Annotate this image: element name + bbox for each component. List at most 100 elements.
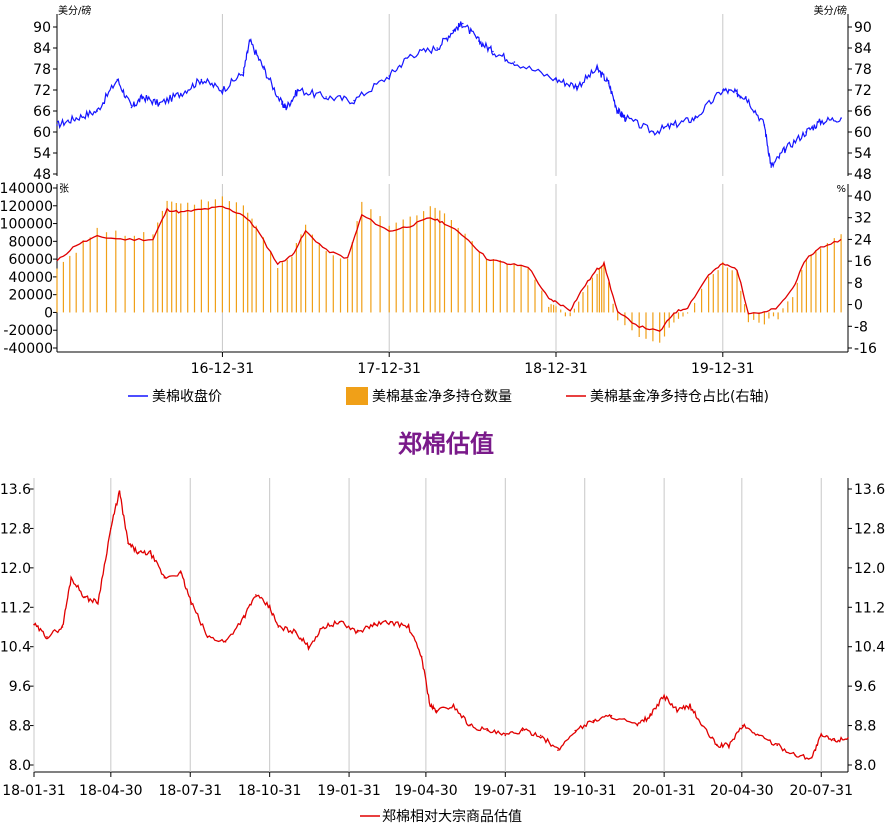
fund-net-long-bar [180,203,182,313]
fund-net-long-bar [235,202,237,313]
valuation-point [407,626,410,628]
fund-net-long-bar [617,312,619,321]
valuation-point [33,623,35,626]
fund-left-tick-label: 140000 [0,181,53,197]
cotton-close-point [200,78,203,81]
fund-net-long-bar [569,312,571,317]
cotton-close-point [736,92,738,95]
valuation-x-tick-label: 18-10-31 [238,783,302,799]
valuation-point [701,724,703,727]
valuation-point [97,601,99,604]
valuation-point [190,601,192,604]
fund-net-long-chart: 张 %-40000-2000002000040000600008000010000… [0,181,877,405]
valuation-point [179,571,182,574]
legend-label-valuation: 郑棉相对大宗商品估值 [382,808,522,825]
fund-left-unit: 张 [59,183,69,195]
fund-x-tick-label: 19-12-31 [691,361,755,377]
fund-net-long-bar [115,230,117,313]
fund-net-long-bar [668,312,670,328]
fund-net-long-bar [187,202,189,313]
fund-net-long-bar [434,207,436,313]
fund-net-long-bar [659,312,661,343]
fund-net-long-bar [564,312,566,317]
cotton-close-point [96,110,99,112]
price-right-tick-label: 72 [854,83,872,99]
cotton-close-point [461,22,464,25]
legend-label-cotton-close: 美棉收盘价 [152,388,222,405]
fund-net-long-bar [402,219,404,313]
valuation-left-tick-label: 8.0 [9,758,31,774]
fund-net-long-bar [439,210,441,313]
valuation-point [847,737,849,739]
cotton-close-point [285,106,288,109]
valuation-left-tick-label: 12.0 [0,561,31,577]
fund-net-long-bar [485,259,488,313]
fund-left-tick-label: -40000 [3,341,53,357]
valuation-point [137,552,140,554]
valuation-point [294,631,297,633]
fund-net-long-bar [792,297,794,313]
fund-net-long-bar [694,302,696,313]
cotton-close-point [763,124,766,126]
valuation-point [810,756,813,759]
cotton-close-point [840,117,842,119]
valuation-point [307,645,310,648]
price-right-tick-label: 84 [854,41,872,57]
fund-net-long-bar [409,216,411,313]
valuation-point [420,655,423,658]
cotton-close-point [616,110,619,112]
valuation-point [242,616,245,618]
legend-label-fund-ratio: 美棉基金净多持仓占比(右轴) [590,388,769,405]
fund-net-long-bar [801,269,803,313]
fund-net-long-bar [300,234,302,313]
valuation-point [521,729,524,732]
cotton-close-point [624,117,627,119]
cotton-close-point [116,78,119,81]
fund-net-long-bar [492,259,494,313]
fund-net-long-bar [499,260,501,313]
fund-net-long-bar [247,212,249,313]
fund-net-long-bar [673,312,675,323]
fund-left-tick-label: -20000 [3,323,53,339]
fund-net-long-bar [270,251,272,313]
fund-net-long-bar [506,264,508,313]
valuation-point [255,594,257,596]
valuation-point [649,714,652,717]
price-right-tick-label: 66 [854,104,872,120]
fund-x-tick-label: 17-12-31 [357,361,421,377]
valuation-point [794,754,797,756]
fund-net-long-bar [443,213,446,313]
price-right-tick-label: 54 [854,146,872,162]
valuation-point [356,631,359,633]
fund-net-long-bar [325,251,327,313]
cotton-close-point [325,96,327,98]
fund-net-long-bar [450,220,452,313]
valuation-point [277,626,280,628]
valuation-point [776,744,779,747]
valuation-left-tick-label: 10.4 [0,640,31,656]
fund-right-tick-label: 32 [854,211,872,227]
fund-net-long-bar [763,312,765,325]
fund-net-long-bar [624,312,626,326]
fund-net-long-bar [753,312,755,320]
price-left-tick-label: 78 [33,62,51,78]
fund-net-long-bar [339,258,342,313]
cotton-close-point [297,89,300,91]
fund-net-long-bar [143,232,145,313]
price-left-tick-label: 72 [33,83,51,99]
valuation-point [504,734,507,737]
valuation-point [636,724,639,727]
valuation-point [206,636,209,638]
fund-net-long-bar [124,235,126,313]
cotton-close-point [436,47,438,49]
fund-net-long-bar [513,263,515,313]
fund-net-long-bar [612,303,614,313]
fund-net-long-bar [787,301,789,313]
fund-net-long-bar [370,209,372,313]
fund-net-long-bar [89,237,91,313]
cotton-close-point [694,117,697,119]
valuation-right-tick-label: 8.8 [854,719,876,735]
valuation-left-tick-label: 12.8 [0,521,31,537]
fund-net-long-bar [318,243,320,313]
valuation-point [429,705,432,707]
